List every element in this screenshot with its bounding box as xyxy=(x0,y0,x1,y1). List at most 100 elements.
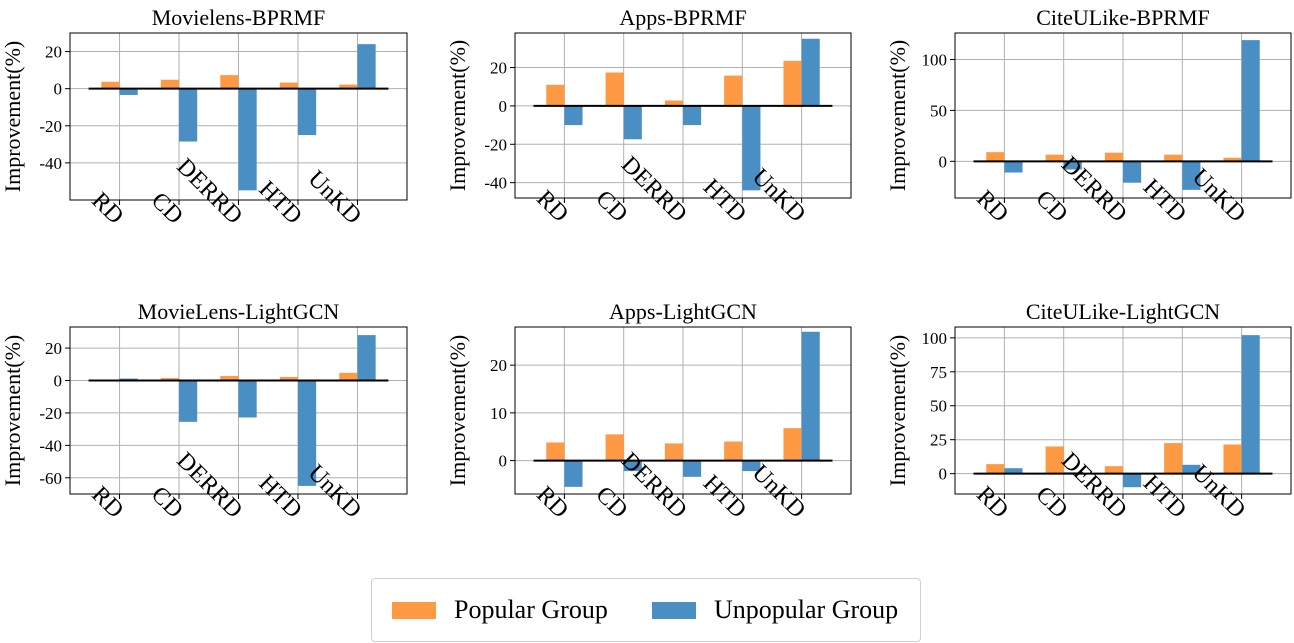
x-tick-label-rd: RD xyxy=(531,186,573,228)
bar-unpopular-unkd xyxy=(801,38,820,106)
bar-unpopular-rd xyxy=(564,105,583,126)
y-axis-label: Improvement(%) xyxy=(0,41,25,193)
y-tick-label: -40 xyxy=(39,154,62,173)
x-tick-label-derrd: DERRD xyxy=(616,152,692,228)
y-tick-label: 50 xyxy=(930,397,947,416)
bar-popular-rd xyxy=(986,152,1005,162)
y-tick-label: 0 xyxy=(939,465,948,484)
y-axis-label: Improvement(%) xyxy=(445,40,470,192)
bar-unpopular-htd xyxy=(1182,161,1201,190)
x-tick-label-cd: CD xyxy=(1031,186,1073,228)
y-tick-label: 75 xyxy=(930,363,947,382)
y-tick-label: -40 xyxy=(39,436,62,455)
x-tick-label-rd: RD xyxy=(86,482,128,524)
y-tick-label: 100 xyxy=(922,329,948,348)
bar-popular-derrd xyxy=(220,75,239,89)
bar-popular-htd xyxy=(1164,154,1183,162)
bar-popular-unkd xyxy=(1223,444,1242,474)
y-tick-label: -40 xyxy=(484,174,507,193)
x-tick-label-cd: CD xyxy=(591,482,633,524)
bar-unpopular-htd xyxy=(297,88,317,136)
bar-popular-cd xyxy=(160,79,180,89)
bar-popular-derrd xyxy=(664,443,683,461)
bar-unpopular-derrd xyxy=(238,88,257,191)
legend: Popular Group Unpopular Group xyxy=(371,578,921,642)
bar-popular-cd xyxy=(160,378,180,381)
y-tick-label: 20 xyxy=(45,339,62,358)
bar-popular-unkd xyxy=(783,428,802,461)
bar-popular-rd xyxy=(986,464,1005,474)
y-axis-label: Improvement(%) xyxy=(885,40,910,192)
bar-unpopular-htd xyxy=(1182,464,1201,474)
y-tick-label: 20 xyxy=(45,43,62,62)
bar-unpopular-derrd xyxy=(238,380,257,418)
x-tick-label-rd: RD xyxy=(531,482,573,524)
bar-unpopular-unkd xyxy=(357,335,376,381)
x-tick-label-unkd: UnKD xyxy=(303,460,367,524)
bar-unpopular-cd xyxy=(623,460,642,472)
bar-popular-unkd xyxy=(339,84,358,89)
bar-popular-htd xyxy=(1164,443,1183,474)
bar-unpopular-cd xyxy=(179,88,198,142)
x-tick-label-htd: HTD xyxy=(254,176,307,229)
bar-unpopular-rd xyxy=(1004,161,1023,173)
chart-title: CiteULike-LightGCN xyxy=(1026,299,1220,324)
y-tick-label: 0 xyxy=(54,80,63,99)
legend-swatch-unpopular xyxy=(652,601,696,619)
bar-popular-htd xyxy=(279,376,298,381)
y-axis-label: Improvement(%) xyxy=(0,335,25,487)
x-tick-label-unkd: UnKD xyxy=(303,166,367,230)
bar-popular-rd xyxy=(101,81,120,89)
bar-unpopular-unkd xyxy=(1241,40,1260,162)
y-tick-label: 0 xyxy=(939,152,948,171)
bar-unpopular-rd xyxy=(1004,468,1023,474)
y-tick-label: 0 xyxy=(499,452,508,471)
chart-title: MovieLens-LightGCN xyxy=(138,299,340,324)
x-tick-label-htd: HTD xyxy=(698,470,751,523)
x-tick-label-htd: HTD xyxy=(1138,470,1191,523)
x-tick-label-derrd: DERRD xyxy=(1056,448,1132,524)
chart-title: Apps-LightGCN xyxy=(609,299,757,324)
y-tick-label: 50 xyxy=(930,101,947,120)
bar-popular-cd xyxy=(1045,446,1064,474)
chart-title: Movielens-BPRMF xyxy=(152,5,326,30)
bar-unpopular-cd xyxy=(1063,161,1082,170)
bar-popular-htd xyxy=(279,82,298,89)
chart-title: Apps-BPRMF xyxy=(619,5,746,30)
bar-popular-cd xyxy=(1045,154,1064,162)
y-tick-label: 25 xyxy=(930,431,947,450)
legend-label-unpopular: Unpopular Group xyxy=(714,595,899,624)
bar-unpopular-cd xyxy=(623,105,642,140)
y-axis-label: Improvement(%) xyxy=(885,335,910,487)
y-tick-label: 20 xyxy=(490,356,507,375)
bar-unpopular-htd xyxy=(742,460,761,472)
bar-popular-unkd xyxy=(783,60,802,106)
x-tick-label-cd: CD xyxy=(146,188,188,230)
bar-unpopular-rd xyxy=(119,88,138,95)
y-tick-label: -20 xyxy=(39,117,62,136)
bar-popular-rd xyxy=(546,442,565,461)
bar-popular-htd xyxy=(724,441,743,461)
bar-popular-rd xyxy=(546,84,565,106)
y-tick-label: -20 xyxy=(484,135,507,154)
bar-unpopular-unkd xyxy=(357,44,376,89)
x-tick-label-derrd: DERRD xyxy=(1056,152,1132,228)
x-tick-label-unkd: UnKD xyxy=(747,164,811,228)
bar-unpopular-derrd xyxy=(683,105,702,126)
bar-popular-cd xyxy=(605,434,624,461)
y-tick-label: 10 xyxy=(490,404,507,423)
x-tick-label-cd: CD xyxy=(1031,482,1073,524)
legend-label-popular: Popular Group xyxy=(454,595,608,624)
bar-unpopular-derrd xyxy=(1123,473,1142,488)
bar-unpopular-htd xyxy=(297,380,317,486)
y-axis-label: Improvement(%) xyxy=(445,335,470,487)
y-tick-label: 0 xyxy=(54,372,63,391)
bar-popular-derrd xyxy=(664,100,683,106)
legend-swatch-popular xyxy=(392,601,436,619)
